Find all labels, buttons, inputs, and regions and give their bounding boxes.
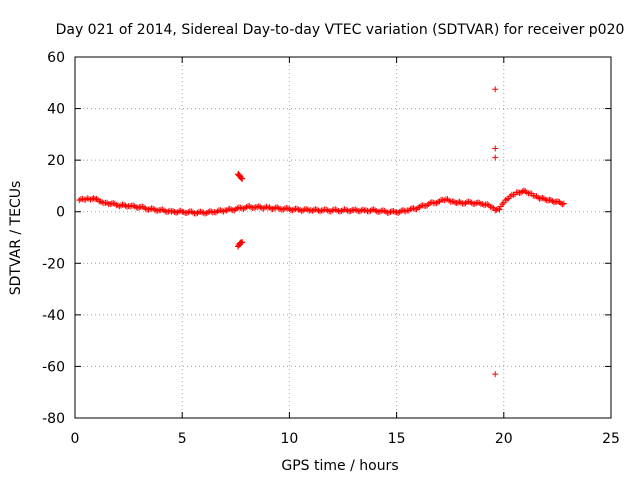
tick-labels: 0 5 10 15 20 25 -80 -60 -40 -20 0 20 40 60 [42,50,620,447]
data-points [76,86,567,378]
main-trace-point [280,206,287,213]
outlier-point [492,86,499,93]
y-tick-label: 60 [47,50,65,66]
main-trace-point [304,206,311,213]
main-trace-point [93,195,100,202]
main-trace-point [300,207,307,214]
outlier-point [492,154,499,161]
main-trace-point [362,207,369,214]
y-tick-label: 0 [56,205,65,221]
main-trace-point [309,207,316,214]
main-trace-point [424,202,431,209]
main-trace-point [559,201,566,208]
main-trace-point [151,206,158,213]
main-trace-point [333,207,340,214]
x-tick-label: 10 [280,431,298,447]
outlier-point [492,371,499,378]
main-trace-point [183,209,190,216]
main-trace-point [376,208,383,215]
axis-ticks [74,56,612,419]
x-axis-label: GPS time / hours [281,458,398,474]
positive-spike-point [239,175,246,182]
main-trace-point [372,207,379,214]
x-tick-label: 5 [178,431,187,447]
negative-spike-point [239,239,246,246]
main-trace-point [560,200,567,207]
main-trace-point [450,198,457,205]
y-tick-label: 40 [47,102,65,118]
outlier-point [492,145,499,152]
main-trace-point [90,195,97,202]
y-tick-label: -80 [42,411,65,427]
chart-title: Day 021 of 2014, Sidereal Day-to-day VTE… [56,22,625,38]
x-tick-label: 15 [388,431,406,447]
main-trace-point [174,209,181,216]
main-trace-point [347,207,354,214]
grid-lines [75,57,611,418]
x-tick-label: 0 [71,431,80,447]
x-tick-label: 20 [495,431,513,447]
main-trace-point [462,200,469,207]
main-trace-point [520,187,527,194]
main-trace-point [223,207,230,214]
main-trace-point [496,206,503,213]
main-trace-point [257,204,264,211]
main-trace-point [194,209,201,216]
y-tick-label: -60 [42,359,65,375]
y-tick-label: 20 [47,153,65,169]
x-tick-label: 25 [602,431,620,447]
main-trace-point [549,198,556,205]
y-tick-label: -20 [42,256,65,272]
main-trace-point [226,205,233,212]
y-axis-label: SDTVAR / TECUs [8,181,24,296]
main-trace-point [499,201,506,208]
y-tick-label: -40 [42,308,65,324]
plot-border [74,56,612,419]
